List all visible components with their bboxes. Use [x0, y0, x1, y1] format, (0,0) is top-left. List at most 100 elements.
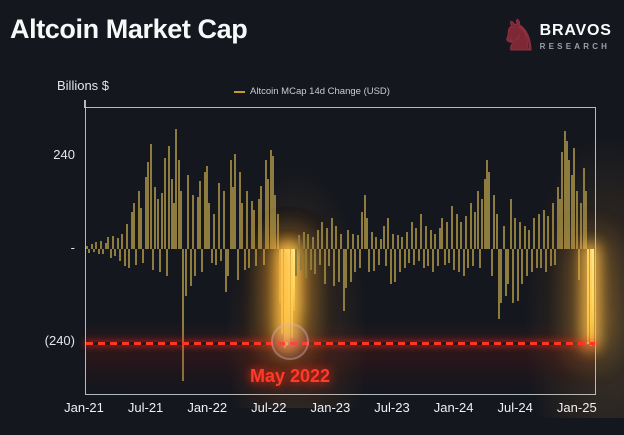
bar	[278, 249, 281, 304]
brand-subtitle: RESEARCH	[539, 41, 611, 51]
bar	[556, 187, 559, 249]
bar	[196, 196, 199, 249]
bar	[262, 249, 265, 265]
bar	[443, 249, 446, 265]
bar	[551, 202, 554, 249]
bar	[573, 148, 576, 250]
bull-chess-knight-icon: ♞	[499, 12, 539, 59]
bar	[250, 200, 253, 249]
bar	[191, 194, 194, 250]
bar	[387, 218, 390, 249]
bar	[509, 198, 512, 249]
x-tick-label: Jan-21	[64, 400, 104, 415]
bar	[264, 159, 267, 249]
x-tick-label: Jan-25	[556, 400, 597, 415]
bar	[269, 150, 272, 249]
bar	[137, 190, 140, 249]
bar	[236, 249, 239, 280]
bar	[366, 218, 369, 249]
bar	[580, 202, 583, 249]
bar	[533, 218, 536, 249]
legend-swatch-icon	[234, 90, 246, 93]
bar	[328, 249, 331, 267]
x-tick-label: Jan-23	[310, 400, 351, 415]
bar	[158, 249, 161, 273]
bar-highlight	[587, 249, 590, 344]
bar	[479, 249, 482, 269]
bar	[300, 249, 303, 271]
bar-highlight	[592, 249, 594, 342]
circle-highlight-marker	[271, 323, 309, 360]
bar	[344, 249, 347, 288]
bar	[114, 249, 117, 256]
bar	[111, 235, 114, 249]
bar	[370, 231, 373, 249]
bar	[575, 190, 578, 249]
bar	[521, 249, 524, 284]
bar	[257, 198, 260, 249]
bar	[224, 249, 227, 292]
bar	[563, 130, 566, 249]
bar	[544, 249, 547, 273]
bar	[203, 171, 206, 249]
bar	[173, 202, 176, 249]
bar	[229, 159, 232, 249]
bar	[434, 233, 437, 249]
chart-legend: Altcoin MCap 14d Change (USD)	[0, 86, 624, 97]
bar	[311, 237, 314, 249]
bar	[309, 249, 312, 271]
bar	[469, 202, 472, 249]
bar	[316, 229, 319, 249]
bar	[448, 249, 451, 263]
bar	[154, 187, 157, 249]
bar	[149, 144, 152, 249]
bar	[408, 249, 411, 263]
bar	[523, 225, 526, 250]
bar	[90, 243, 93, 249]
bar	[333, 249, 336, 286]
bar	[340, 233, 343, 249]
bar	[354, 249, 357, 273]
bar	[481, 198, 484, 249]
bar	[566, 140, 569, 249]
bar	[206, 165, 209, 249]
bar	[542, 210, 545, 250]
bar	[144, 177, 147, 249]
y-axis-line-cap	[84, 100, 86, 108]
bar	[170, 179, 173, 250]
bar	[568, 159, 571, 249]
y-axis-title: Billions $	[57, 78, 110, 93]
bar	[577, 249, 580, 280]
bar	[326, 227, 329, 249]
bar-highlight	[286, 249, 289, 346]
x-axis-ticks: Jan-21 Jul-21 Jan-22 Jul-22 Jan-23 Jul-23 Jan-…	[0, 400, 624, 420]
bar	[276, 214, 279, 249]
bar	[248, 249, 251, 269]
bar	[420, 214, 423, 249]
bar	[446, 221, 449, 249]
bar	[189, 249, 192, 286]
bar	[238, 171, 241, 249]
bar	[526, 249, 529, 277]
bar	[175, 128, 178, 249]
bar	[337, 249, 340, 282]
bar	[246, 190, 249, 249]
bar	[297, 235, 300, 249]
bar	[375, 237, 378, 249]
bar	[415, 227, 418, 249]
may-2022-annotation: May 2022	[249, 366, 331, 386]
bar-highlight	[293, 249, 296, 311]
bar	[382, 225, 385, 250]
bar	[514, 218, 517, 249]
bar	[359, 249, 361, 269]
brand-logo: ♞ BRAVOS RESEARCH	[499, 10, 618, 62]
bar	[201, 249, 204, 273]
bar	[166, 249, 169, 277]
bar	[198, 181, 201, 249]
bar	[213, 214, 216, 249]
page-title: Altcoin Market Cap	[10, 14, 248, 44]
bar	[540, 249, 543, 269]
y-tick-neg-240: (240)	[44, 333, 75, 348]
bar	[535, 249, 538, 269]
bar	[234, 154, 237, 249]
